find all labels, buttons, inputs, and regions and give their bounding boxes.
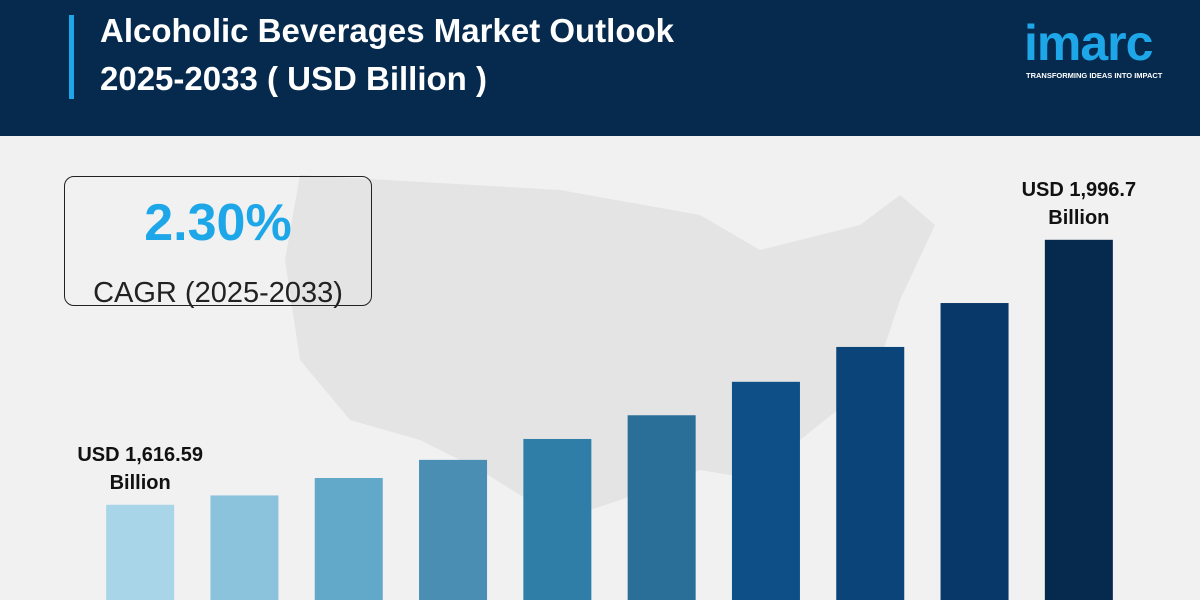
title-line: Alcoholic Beverages Market Outlook [100,12,675,49]
bar [314,478,383,600]
bar [419,459,488,600]
bar [106,504,175,600]
value-label: USD 1,996.7 Billion [1021,178,1137,229]
accent-bar [69,15,74,99]
header: Alcoholic Beverages Market Outlook 2025-… [0,0,1200,136]
bar [731,381,800,600]
value-label: USD 1,616.59 Billion [77,443,203,494]
logo-name: imarc [1024,15,1153,71]
cagr-label: CAGR (2025-2033) [93,277,343,309]
logo-tagline: TRANSFORMING IDEAS INTO IMPACT [1026,71,1163,80]
bar [627,415,696,600]
cagr-box: 2.30% CAGR (2025-2033) [64,176,372,309]
bar [836,346,905,600]
title-line: 2025-2033 ( USD Billion ) [100,60,487,97]
bar [210,495,279,600]
cagr-value: 2.30% [144,194,292,252]
bar [940,303,1009,600]
bar [1044,239,1113,600]
bar [523,438,592,600]
